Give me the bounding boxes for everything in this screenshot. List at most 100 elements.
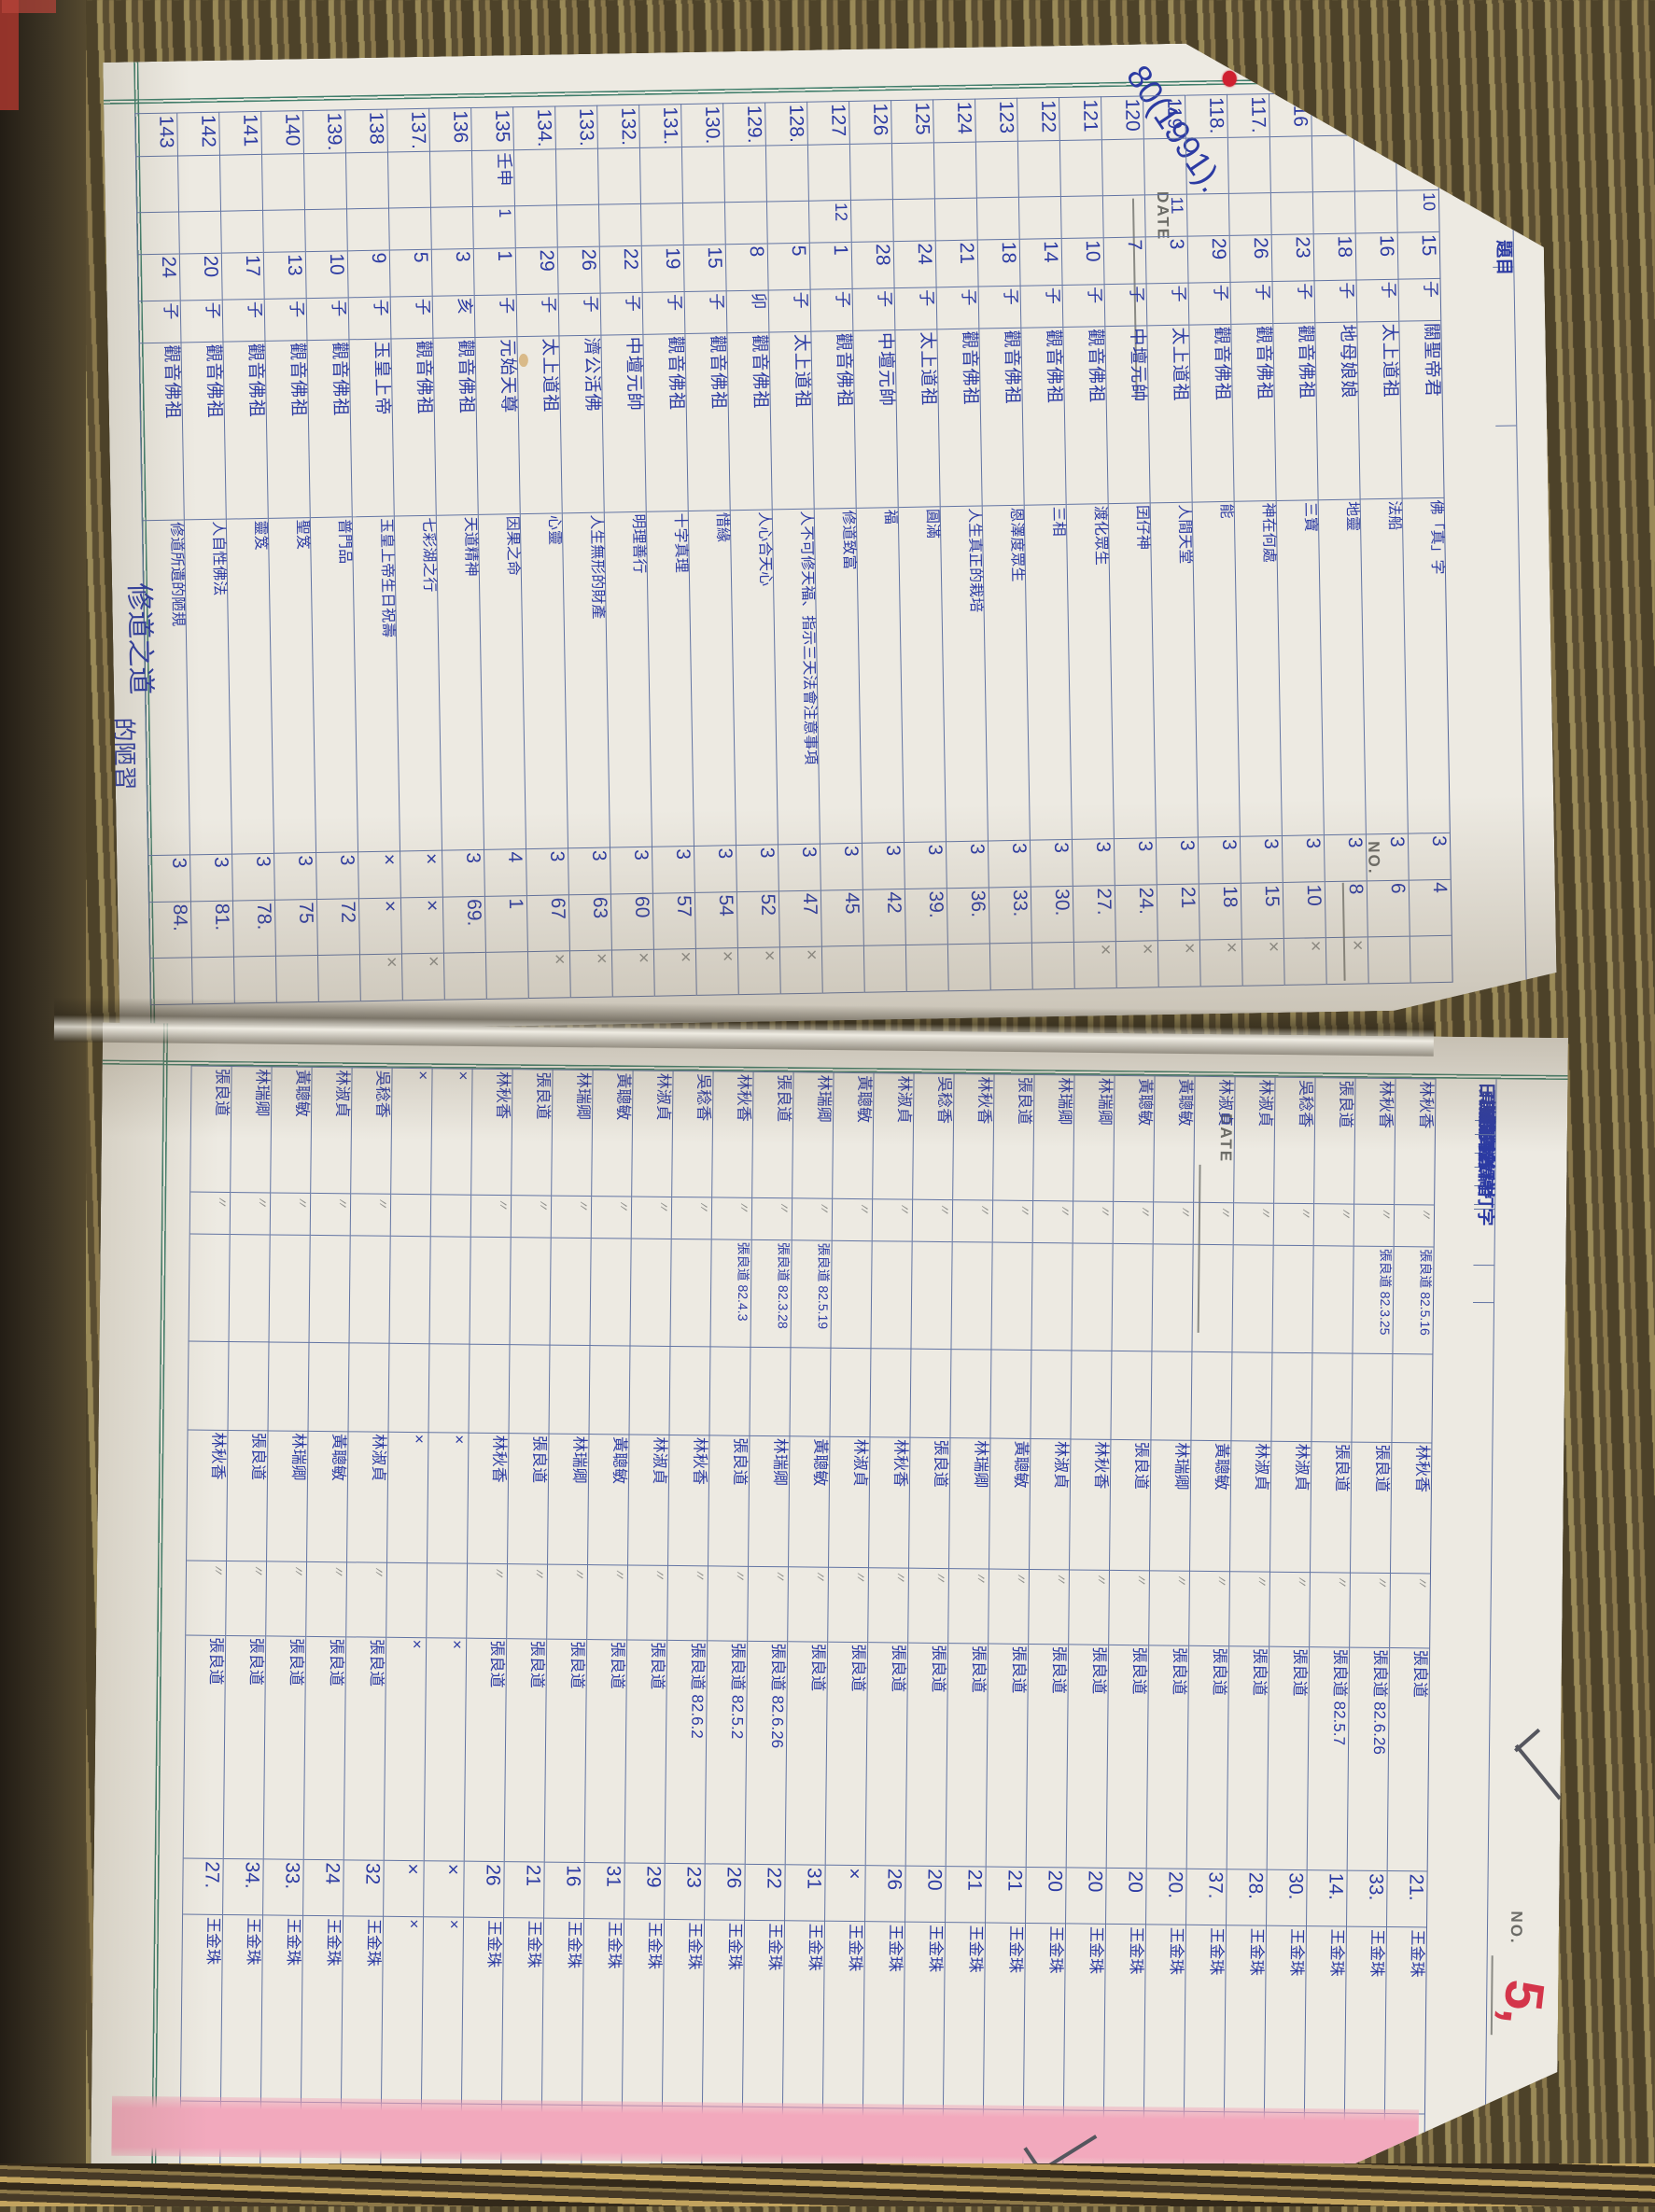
record-number: 121 (1059, 97, 1101, 141)
record-day: 26 (1230, 235, 1272, 283)
record-number: 143 (135, 114, 177, 158)
record-day: 24 (894, 241, 936, 288)
cell-date (950, 1350, 990, 1438)
cell-copyist: 王金珠 (1185, 1925, 1226, 2112)
cell-proofreader: 張良道 (1110, 1440, 1150, 1571)
cell-copyist: 王金珠 (462, 1918, 503, 2105)
cell-translator: 林淑貞 (873, 1073, 913, 1199)
record-day: 15 (684, 245, 726, 292)
record-year (178, 156, 220, 213)
cell-page: × (384, 1861, 424, 1917)
cell-proofreader: 林秋香 (1391, 1443, 1431, 1574)
cell-translator: 吳稔香 (913, 1074, 953, 1200)
cell-proofreader: 林淑貞 (1030, 1439, 1070, 1570)
record-deity: 觀音佛祖 (811, 331, 855, 510)
cell-typist: 張良道 (906, 1643, 948, 1867)
record-volume: 3 (947, 842, 989, 889)
page-margin-line (151, 1023, 168, 2171)
cell-page: 20 (1106, 1869, 1146, 1925)
cell-date (790, 1348, 830, 1436)
record-day: 21 (936, 240, 978, 287)
cell-translator: 林瑞卿 (231, 1067, 271, 1193)
cell-page: 22 (745, 1865, 785, 1921)
record-volume: 3 (905, 842, 947, 889)
record-volume: 3 (652, 847, 694, 894)
record-month (263, 210, 305, 253)
record-check-mark (192, 958, 234, 1005)
cell-reviser (951, 1242, 991, 1350)
red-marker-dot (1223, 71, 1237, 87)
cell-reviser (270, 1235, 310, 1342)
cell-date-ditto: 〃 (1274, 1204, 1313, 1246)
check-mark (1483, 1716, 1564, 1798)
record-year (1312, 135, 1354, 192)
record-deity: 太上道祖 (769, 331, 813, 510)
cell-typist: 張良道 (344, 1637, 386, 1861)
record-deity: 觀音佛祖 (1273, 323, 1317, 501)
record-volume: 3 (1283, 835, 1325, 883)
record-title: 三相 (1025, 504, 1072, 840)
header-copyist: 謄譯者 (1474, 1079, 1496, 1266)
cell-proofreader: 林秋香 (1070, 1439, 1110, 1570)
cell-reviser (1272, 1246, 1312, 1353)
record-number: 120 (1101, 96, 1143, 140)
cell-date-ditto (431, 1195, 470, 1237)
record-page: 6 (1367, 881, 1410, 938)
cell-copyist: 王金珠 (342, 1917, 383, 2104)
notebook-page-top: 80(1991). DATE NO. 編號 年 月 日 時 仙佛尊名 題目 題冊… (103, 37, 1557, 1033)
record-title: 修道致富 (815, 508, 862, 844)
record-title: 玉皇上帝生日祝壽 (353, 516, 400, 852)
record-volume: 3 (778, 845, 820, 892)
record-month (389, 208, 431, 251)
cell-reviser (871, 1241, 911, 1349)
cell-reviser (1072, 1243, 1112, 1351)
cell-copyist: 王金珠 (542, 1919, 583, 2106)
cell-translator: 林瑞卿 (792, 1072, 833, 1198)
record-year (1186, 138, 1228, 195)
cell-date-ditto: 〃 (948, 1569, 989, 1644)
record-volume: 3 (1409, 833, 1451, 881)
cell-typist: 張良道 82.6.26 (1348, 1647, 1390, 1871)
record-month (347, 208, 389, 251)
record-month (137, 212, 179, 255)
cell-proofreader: 林秋香 (668, 1435, 708, 1566)
cell-date-ditto (427, 1563, 467, 1638)
record-hour: 子 (1063, 285, 1105, 328)
cell-date-ditto: 〃 (1390, 1574, 1430, 1648)
cell-page: 30. (1267, 1870, 1307, 1926)
cell-proofreader: 黃聰敏 (1190, 1440, 1230, 1571)
record-day: 26 (558, 246, 600, 294)
record-volume: 4 (484, 849, 526, 897)
record-year (598, 148, 640, 205)
record-page: 36. (947, 889, 989, 945)
cell-proofreader: × (387, 1432, 428, 1562)
record-deity: 元始天尊 (475, 337, 519, 515)
record-volume: 3 (694, 846, 736, 893)
cell-translator: 吳稔香 (672, 1071, 712, 1197)
record-month (1187, 194, 1229, 237)
cell-page: 20. (1146, 1869, 1186, 1925)
cell-date-ditto: 〃 (1395, 1205, 1434, 1247)
cell-date (870, 1349, 910, 1437)
header-volume: 題冊 (1490, 91, 1511, 137)
cell-typist: 張良道 (1388, 1648, 1430, 1872)
header-day: 日 (1490, 91, 1511, 137)
record-check-mark (1032, 943, 1074, 990)
record-day: 29 (1188, 236, 1230, 284)
cell-date-ditto: 〃 (1269, 1572, 1310, 1646)
record-title: 人心合天心 (731, 510, 778, 846)
cell-proofreader: 張良道 (1351, 1442, 1391, 1573)
cell-translator: 林秋香 (1395, 1079, 1435, 1205)
cell-reviser (310, 1236, 350, 1343)
record-year (682, 147, 724, 203)
record-hour: 子 (853, 288, 895, 331)
cell-typist: × (385, 1637, 427, 1861)
cell-date-ditto: 〃 (346, 1562, 386, 1637)
cell-date-ditto: 〃 (587, 1565, 627, 1640)
record-month: 12 (809, 201, 851, 244)
record-hour: 子 (223, 300, 265, 343)
record-hour: 子 (307, 298, 349, 341)
record-volume: 3 (820, 844, 863, 891)
cell-reviser (1312, 1246, 1353, 1353)
